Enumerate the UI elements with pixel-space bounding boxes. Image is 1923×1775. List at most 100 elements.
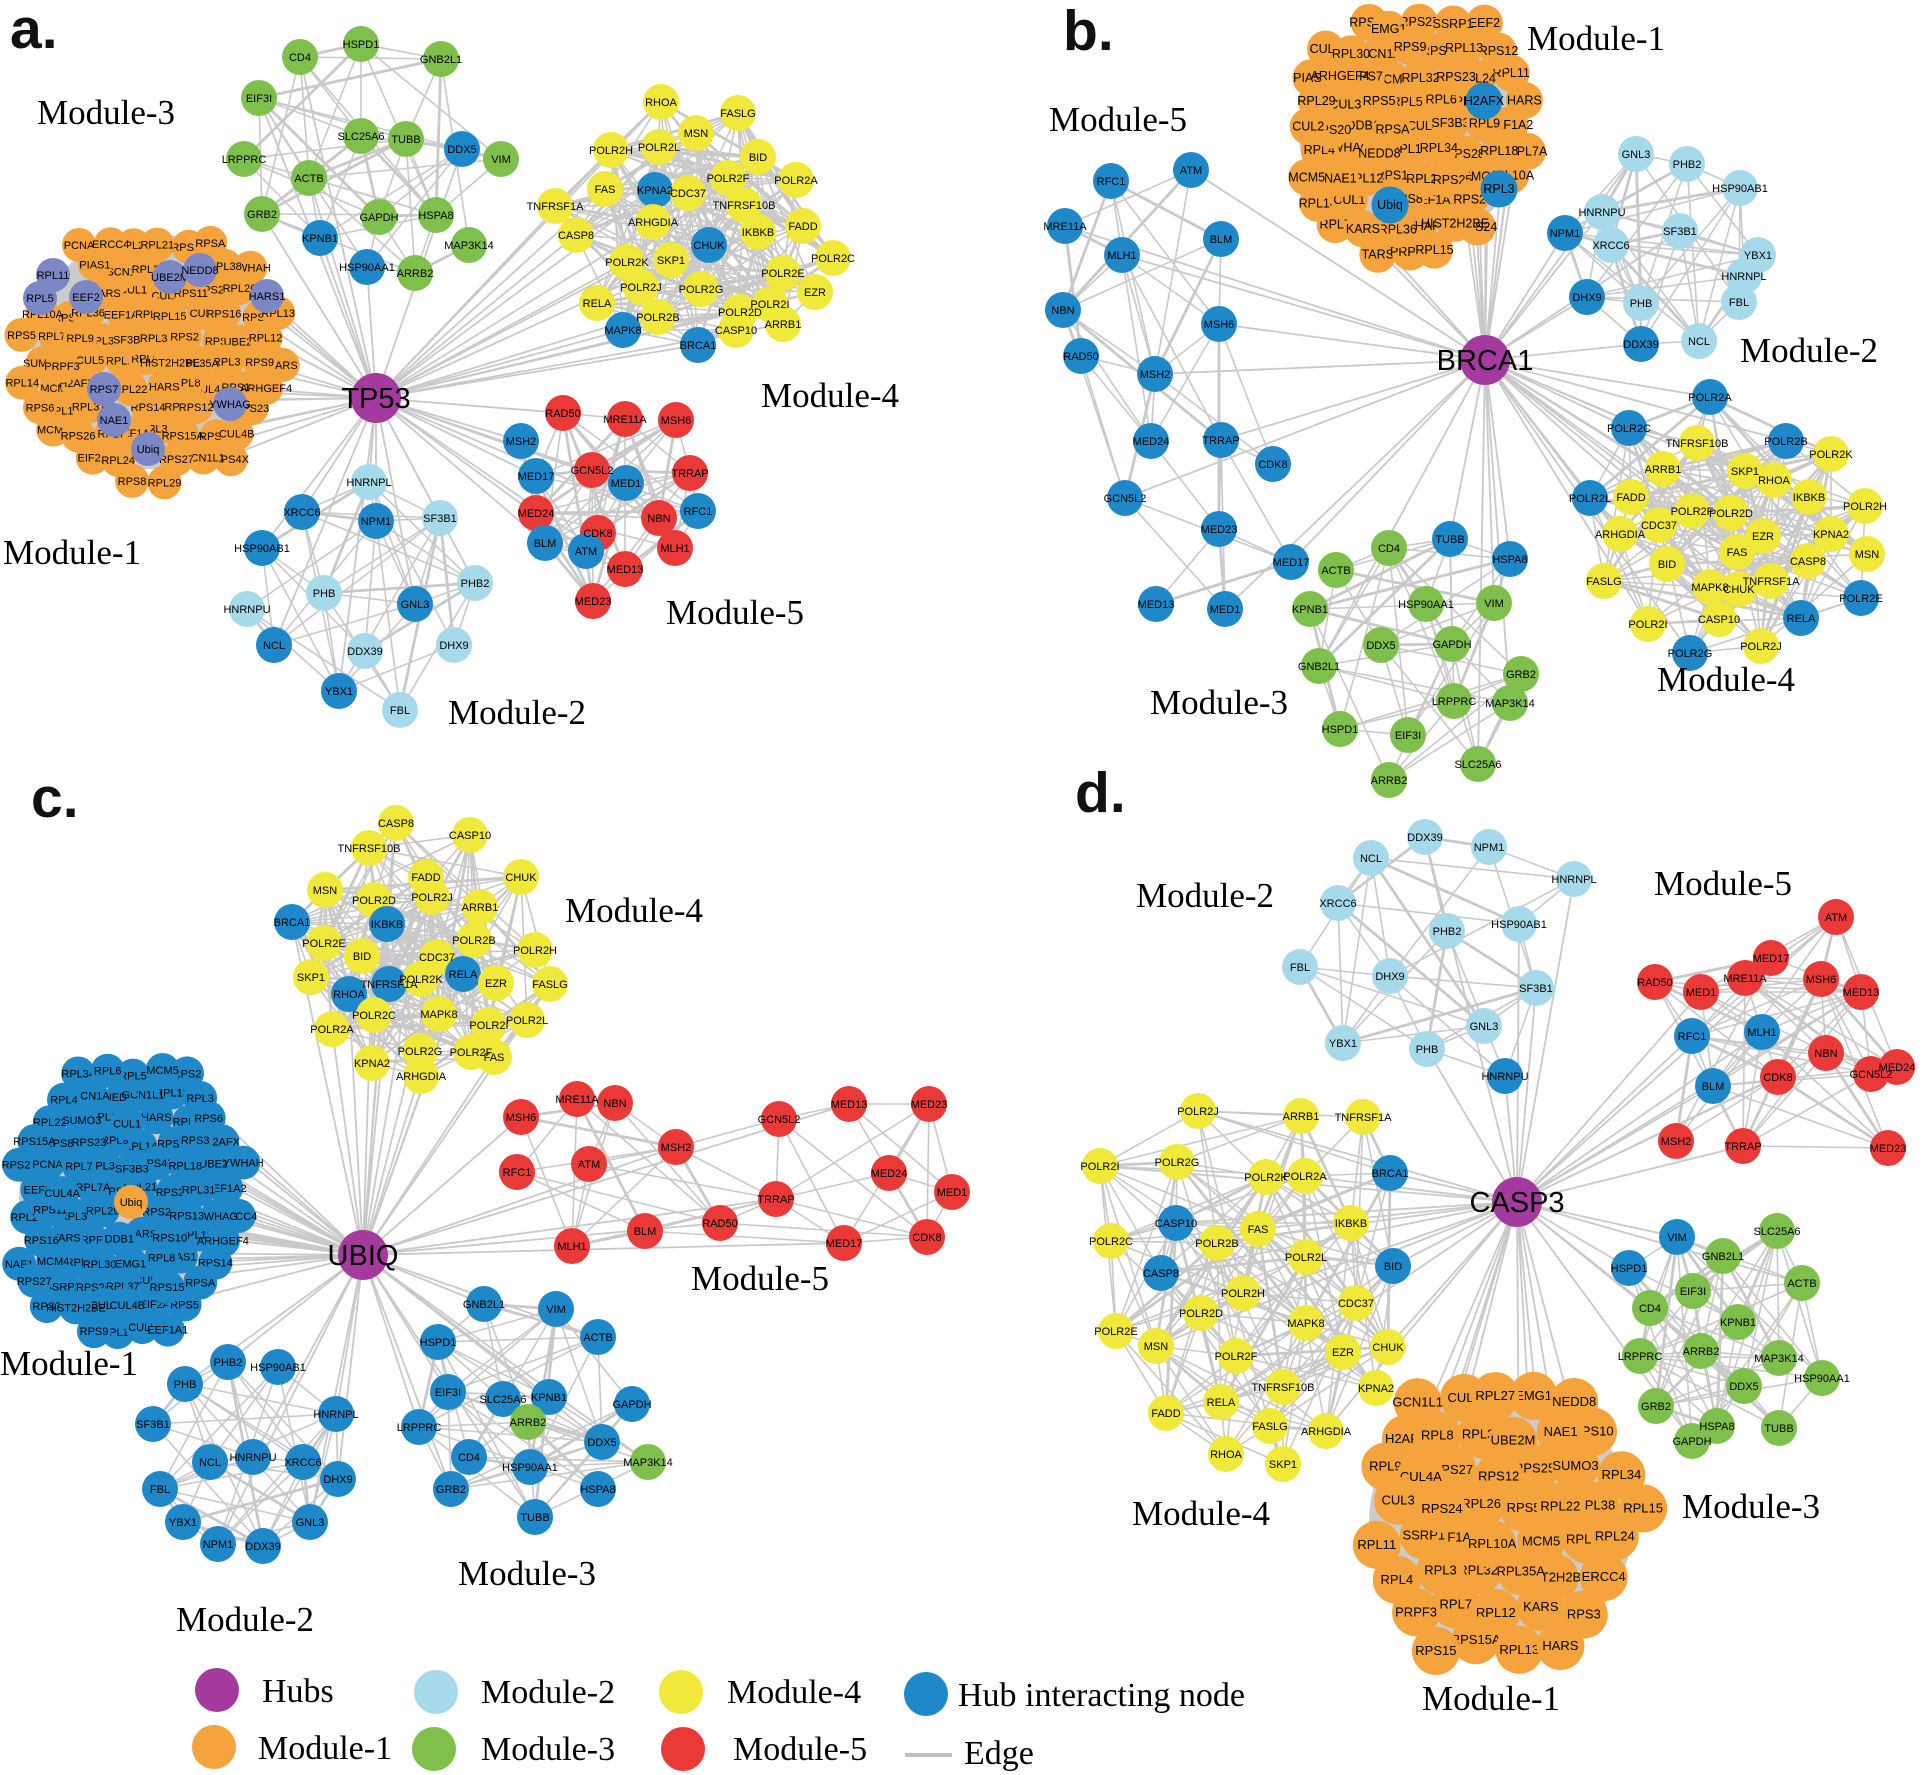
svg-text:ARRB2: ARRB2 bbox=[397, 268, 434, 280]
svg-text:RPL3: RPL3 bbox=[1424, 1563, 1457, 1578]
svg-text:EEF1A1: EEF1A1 bbox=[104, 310, 145, 322]
svg-text:CHUK: CHUK bbox=[505, 872, 537, 884]
svg-text:SUMO3: SUMO3 bbox=[62, 1115, 101, 1127]
svg-text:FAS: FAS bbox=[1248, 1224, 1269, 1236]
svg-text:SLC25A6: SLC25A6 bbox=[337, 131, 384, 143]
svg-text:KPNB1: KPNB1 bbox=[1720, 1317, 1756, 1329]
svg-text:Edge: Edge bbox=[964, 1735, 1034, 1772]
svg-text:RPL38: RPL38 bbox=[1575, 1498, 1615, 1513]
svg-text:RELA: RELA bbox=[1207, 1397, 1236, 1409]
svg-text:TNFRSF1A: TNFRSF1A bbox=[527, 201, 585, 213]
svg-text:RPS11: RPS11 bbox=[174, 288, 208, 300]
svg-text:RPL36: RPL36 bbox=[1379, 223, 1417, 237]
svg-text:Hub interacting node: Hub interacting node bbox=[958, 1677, 1245, 1714]
svg-text:HNRNPL: HNRNPL bbox=[313, 1409, 358, 1421]
svg-text:Module-4: Module-4 bbox=[727, 1674, 861, 1711]
svg-text:NBN: NBN bbox=[1051, 305, 1074, 317]
svg-text:RPS5: RPS5 bbox=[7, 330, 36, 342]
svg-text:HARS: HARS bbox=[141, 1112, 172, 1124]
svg-text:ARHGDIA: ARHGDIA bbox=[396, 1071, 447, 1083]
svg-text:POLR2E: POLR2E bbox=[302, 938, 345, 950]
svg-text:MAP3K14: MAP3K14 bbox=[444, 240, 494, 252]
svg-text:DDX5: DDX5 bbox=[447, 144, 476, 156]
svg-text:CASP3: CASP3 bbox=[1469, 1187, 1564, 1219]
svg-text:RPL7A: RPL7A bbox=[1508, 144, 1548, 158]
svg-text:UBIQ: UBIQ bbox=[328, 1240, 399, 1272]
svg-text:POLR2D: POLR2D bbox=[1179, 1308, 1223, 1320]
svg-text:RPL3: RPL3 bbox=[186, 1093, 214, 1105]
svg-text:NPM1: NPM1 bbox=[203, 1539, 234, 1551]
svg-text:RPS15A: RPS15A bbox=[13, 1136, 56, 1148]
svg-text:MED17: MED17 bbox=[1753, 953, 1790, 965]
svg-text:Module-1: Module-1 bbox=[3, 533, 141, 572]
svg-text:SKP1: SKP1 bbox=[1269, 1459, 1297, 1471]
svg-text:CASP8: CASP8 bbox=[378, 818, 414, 830]
svg-text:RPL6: RPL6 bbox=[131, 354, 159, 366]
svg-text:RPL35A: RPL35A bbox=[178, 358, 220, 370]
svg-text:BID: BID bbox=[1658, 559, 1676, 571]
svg-text:UBE2M: UBE2M bbox=[151, 272, 189, 284]
svg-text:NEDD8: NEDD8 bbox=[181, 265, 218, 277]
svg-text:NAE1: NAE1 bbox=[100, 415, 129, 427]
svg-text:CUL4B: CUL4B bbox=[110, 1300, 145, 1312]
svg-text:RPL11: RPL11 bbox=[1493, 66, 1530, 80]
svg-text:DHX9: DHX9 bbox=[439, 640, 468, 652]
svg-text:POLR2L: POLR2L bbox=[1285, 1252, 1327, 1264]
svg-text:KPNA2: KPNA2 bbox=[637, 185, 673, 197]
svg-text:BRCA1: BRCA1 bbox=[274, 917, 311, 929]
svg-text:MED13: MED13 bbox=[607, 564, 644, 576]
svg-text:CUL3: CUL3 bbox=[1329, 97, 1361, 111]
svg-text:POLR2L: POLR2L bbox=[1569, 493, 1611, 505]
svg-text:FAS: FAS bbox=[484, 1052, 505, 1064]
svg-text:HARS1: HARS1 bbox=[249, 291, 286, 303]
svg-text:NCL: NCL bbox=[263, 640, 285, 652]
svg-text:CUL3: CUL3 bbox=[1381, 1493, 1414, 1508]
svg-text:CDC37: CDC37 bbox=[1641, 520, 1677, 532]
svg-text:RPS6: RPS6 bbox=[194, 1113, 223, 1125]
svg-text:DHX9: DHX9 bbox=[1375, 971, 1404, 983]
svg-text:GAPDH: GAPDH bbox=[612, 1399, 651, 1411]
svg-text:MAPK8: MAPK8 bbox=[1287, 1318, 1324, 1330]
svg-text:POLR2K: POLR2K bbox=[1244, 1172, 1288, 1184]
svg-text:NEDD8: NEDD8 bbox=[1358, 147, 1400, 161]
svg-text:RPL11: RPL11 bbox=[1357, 1537, 1396, 1552]
svg-text:RPL22: RPL22 bbox=[1540, 1499, 1580, 1514]
svg-text:ARHGDIA: ARHGDIA bbox=[1301, 1426, 1352, 1438]
svg-text:RAD50: RAD50 bbox=[1063, 351, 1098, 363]
svg-text:Module-2: Module-2 bbox=[481, 1674, 615, 1711]
svg-text:HSP90AB1: HSP90AB1 bbox=[250, 1362, 306, 1374]
svg-text:XRCC6: XRCC6 bbox=[1592, 240, 1629, 252]
svg-text:RHOA: RHOA bbox=[333, 989, 365, 1001]
svg-text:RHOA: RHOA bbox=[645, 97, 677, 109]
svg-text:RPL3: RPL3 bbox=[213, 357, 241, 369]
svg-text:HNRNPL: HNRNPL bbox=[1721, 271, 1766, 283]
svg-text:FBL: FBL bbox=[390, 705, 410, 717]
svg-text:RPL14: RPL14 bbox=[1299, 196, 1337, 210]
svg-text:IKBKB: IKBKB bbox=[742, 227, 774, 239]
svg-text:MLH1: MLH1 bbox=[1107, 250, 1136, 262]
svg-text:CASP10: CASP10 bbox=[1155, 1218, 1197, 1230]
svg-text:RPS25: RPS25 bbox=[1514, 1461, 1555, 1476]
svg-text:MSH6: MSH6 bbox=[1806, 974, 1837, 986]
svg-text:RPS9: RPS9 bbox=[80, 1326, 109, 1338]
svg-text:POLR2I: POLR2I bbox=[750, 299, 789, 311]
svg-text:GRB2: GRB2 bbox=[1641, 1401, 1671, 1413]
svg-text:RPS24: RPS24 bbox=[1421, 1501, 1462, 1516]
svg-text:POLR2E: POLR2E bbox=[1839, 593, 1882, 605]
svg-text:MSH6: MSH6 bbox=[1204, 319, 1235, 331]
svg-text:KPNA2: KPNA2 bbox=[354, 1058, 390, 1070]
svg-text:XRCC6: XRCC6 bbox=[283, 507, 320, 519]
svg-text:POLR2G: POLR2G bbox=[398, 1046, 443, 1058]
svg-text:TRRAP: TRRAP bbox=[671, 468, 708, 480]
svg-text:RPL13: RPL13 bbox=[1445, 41, 1483, 55]
svg-text:DDX39: DDX39 bbox=[1407, 832, 1442, 844]
svg-text:CDC37: CDC37 bbox=[1338, 1298, 1374, 1310]
svg-text:EEF2: EEF2 bbox=[72, 292, 100, 304]
svg-text:POLR2H: POLR2H bbox=[1843, 501, 1887, 513]
svg-text:KPNA2: KPNA2 bbox=[1358, 1383, 1394, 1395]
svg-text:RPS10: RPS10 bbox=[152, 1233, 187, 1245]
svg-text:POLR2C: POLR2C bbox=[1089, 1236, 1133, 1248]
svg-text:ACTB: ACTB bbox=[583, 1332, 612, 1344]
svg-text:HSP90AA1: HSP90AA1 bbox=[502, 1462, 558, 1474]
svg-text:RPL31: RPL31 bbox=[182, 1184, 216, 1196]
